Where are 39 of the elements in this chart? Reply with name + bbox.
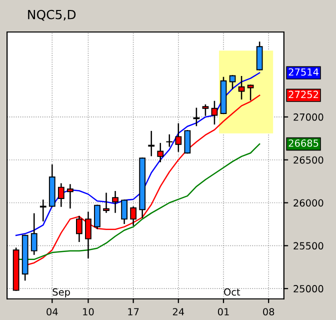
y-tick-label: 25500	[294, 242, 324, 250]
y-tick-label: 26000	[294, 199, 324, 207]
candlestick	[94, 204, 100, 230]
candlestick	[103, 192, 110, 213]
candlestick	[184, 130, 191, 154]
x-tick-label: 24	[172, 308, 184, 316]
candlestick	[58, 183, 64, 207]
x-tick-label: 10	[83, 308, 94, 316]
candlestick	[30, 213, 38, 255]
x-tick-label: 04	[46, 308, 58, 316]
candlestick	[238, 76, 245, 100]
annotation: 27252	[288, 90, 318, 98]
candlestick	[175, 123, 182, 152]
candlestick	[211, 100, 218, 124]
candlestick	[66, 184, 74, 209]
y-tick-label: 25000	[294, 285, 324, 292]
x-tick-label: 08	[263, 308, 274, 316]
candlestick	[202, 104, 209, 116]
y-tick-label: 27000	[294, 113, 324, 121]
annotation: 27514	[288, 68, 318, 76]
candlestick	[76, 216, 82, 242]
candlestick	[166, 134, 173, 147]
candlestick	[157, 142, 164, 162]
chart-title: NQC5,D	[28, 10, 76, 21]
annotation: Oct	[224, 288, 240, 296]
candlestick	[121, 200, 128, 224]
x-tick-label: 01	[218, 308, 229, 316]
x-tick-label: 17	[128, 308, 139, 316]
candlestick	[112, 190, 118, 213]
candlestick	[229, 75, 236, 90]
annotation: Sep	[52, 288, 70, 298]
candlestick	[40, 200, 46, 222]
annotation: 26685	[288, 139, 318, 147]
candlestick	[85, 212, 92, 258]
candlestick	[130, 206, 137, 226]
candlestick	[148, 130, 155, 156]
candlestick	[256, 42, 263, 70]
y-tick-label: 26500	[294, 156, 324, 164]
line-series	[15, 72, 260, 236]
